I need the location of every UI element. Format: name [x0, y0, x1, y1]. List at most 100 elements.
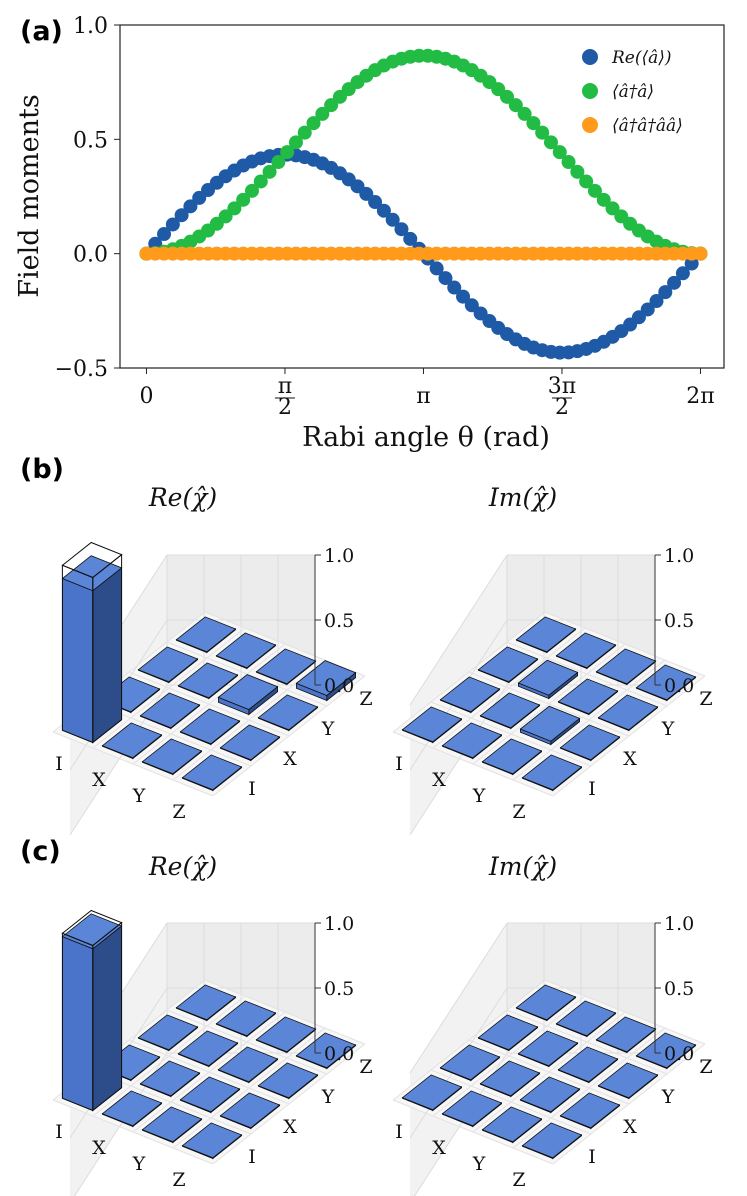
- data-point: [174, 208, 189, 223]
- z-tick-label: 0.0: [664, 675, 694, 697]
- bar-top-face: [595, 648, 657, 685]
- floor-grid-line: [166, 641, 328, 707]
- legend-label: ⟨â†â⟩: [612, 82, 654, 102]
- data-point: [262, 164, 277, 179]
- data-point: [376, 203, 391, 218]
- bar-top-face: [635, 664, 697, 701]
- bar-Y-I: [141, 1106, 203, 1144]
- ideal-outline: [61, 909, 123, 947]
- y-axis-label: Z: [359, 1056, 372, 1078]
- bar-top-face: [219, 724, 281, 761]
- data-point: [359, 186, 374, 201]
- data-point: [693, 246, 708, 261]
- bar-I-X: [439, 1044, 501, 1082]
- y-axis-label: Y: [321, 718, 335, 740]
- data-point: [684, 256, 699, 271]
- title-b-real: Re(χ̂): [148, 483, 217, 512]
- bar-X-Y: [177, 662, 239, 700]
- floor-grid-line: [544, 611, 706, 677]
- series-1: [139, 48, 708, 261]
- bar-top-face: [479, 1060, 541, 1097]
- data-point: [675, 266, 690, 281]
- y-axis-label: I: [248, 778, 256, 800]
- bar-top-face: [441, 722, 503, 759]
- bar-Y-X: [519, 705, 581, 746]
- bar-top-face: [219, 1092, 281, 1129]
- x-tick-label: 3π2: [548, 374, 576, 420]
- title-c-imag: Im(χ̂): [488, 852, 557, 881]
- y-axis-label: Z: [699, 1056, 712, 1078]
- bar-X-Y: [517, 1030, 579, 1068]
- panel-label-a: (a): [20, 16, 63, 47]
- bar-top-face: [101, 1090, 163, 1127]
- y-axis-label: X: [623, 748, 637, 770]
- bar-top-face: [479, 692, 541, 729]
- bar-top-face: [481, 738, 543, 775]
- x-axis-label: Z: [512, 801, 525, 823]
- bar-top-face: [521, 754, 583, 791]
- x-axis-label: Y: [132, 785, 146, 807]
- y-tick-label: 1.0: [73, 14, 108, 39]
- bar-Y-X: [179, 708, 241, 746]
- bar-I-Y: [137, 646, 199, 684]
- bar-top-face: [481, 1106, 543, 1143]
- data-point: [587, 183, 602, 198]
- floor-grid-line: [544, 979, 706, 1045]
- x-tick-label: 0: [139, 384, 153, 409]
- floor-grid-line: [172, 659, 326, 781]
- wall-grid-line: [409, 922, 508, 1074]
- bar-top-face: [139, 1060, 201, 1097]
- y-axis-label: Y: [321, 1086, 335, 1108]
- bar-Y-Z: [255, 648, 317, 686]
- x-tick-label: 2π: [686, 384, 714, 409]
- plot-a-frame: [119, 24, 725, 369]
- bar-top-face: [137, 646, 199, 683]
- data-point: [579, 174, 594, 189]
- legend-marker: [582, 117, 598, 133]
- bar-I-Y: [137, 1014, 199, 1052]
- bar-top-face: [555, 1000, 617, 1037]
- bar-top-face: [137, 1014, 199, 1051]
- bar-top-face: [255, 1016, 317, 1053]
- floor-grid-line: [166, 1009, 328, 1075]
- bar-top-face: [217, 674, 279, 710]
- bar-Z-Z: [295, 1032, 357, 1070]
- x-axis-label: Z: [172, 1169, 185, 1191]
- y-axis-label: X: [623, 1116, 637, 1138]
- bar-top-face: [557, 678, 619, 715]
- legend-marker: [582, 83, 598, 99]
- bar-X-I: [441, 722, 503, 760]
- bar-X-X: [139, 692, 201, 730]
- bar-top-face: [517, 1030, 579, 1067]
- floor-grid-line: [172, 1027, 326, 1149]
- data-point: [667, 275, 682, 290]
- bar-top-face: [217, 1046, 279, 1083]
- floor-grid-line: [468, 1039, 630, 1105]
- bar-top-face: [517, 659, 579, 696]
- bar-Y-I: [481, 738, 543, 776]
- bar-Y-Z: [595, 1016, 657, 1054]
- bar-top-face: [557, 1046, 619, 1083]
- bar-top-face: [175, 984, 237, 1021]
- z-tick-label: 0.5: [324, 610, 354, 632]
- panel-label-c: (c): [20, 836, 61, 867]
- bar-top-face: [555, 632, 617, 669]
- bar-Y-Y: [217, 1046, 279, 1084]
- floor-grid-line: [212, 675, 366, 797]
- z-tick-label: 1.0: [664, 545, 694, 567]
- data-point: [271, 155, 286, 170]
- bar-Y-I: [481, 1106, 543, 1144]
- x-tick-label: π2: [274, 374, 295, 420]
- plot-a-ticks: 0 π2 π 3π2 2π−0.50.00.51.0: [55, 14, 715, 420]
- bar-top-face: [257, 694, 319, 731]
- x-tick-numerator: π: [278, 374, 292, 399]
- bar-top-face: [255, 648, 317, 685]
- x-axis-label: X: [92, 1137, 106, 1159]
- bar-top-face: [595, 1016, 657, 1053]
- data-point: [385, 212, 400, 227]
- bar-Z-Y: [257, 1062, 319, 1100]
- ideal-outline: [61, 541, 123, 579]
- data-point: [280, 145, 295, 160]
- bar-Y-Y: [557, 1046, 619, 1084]
